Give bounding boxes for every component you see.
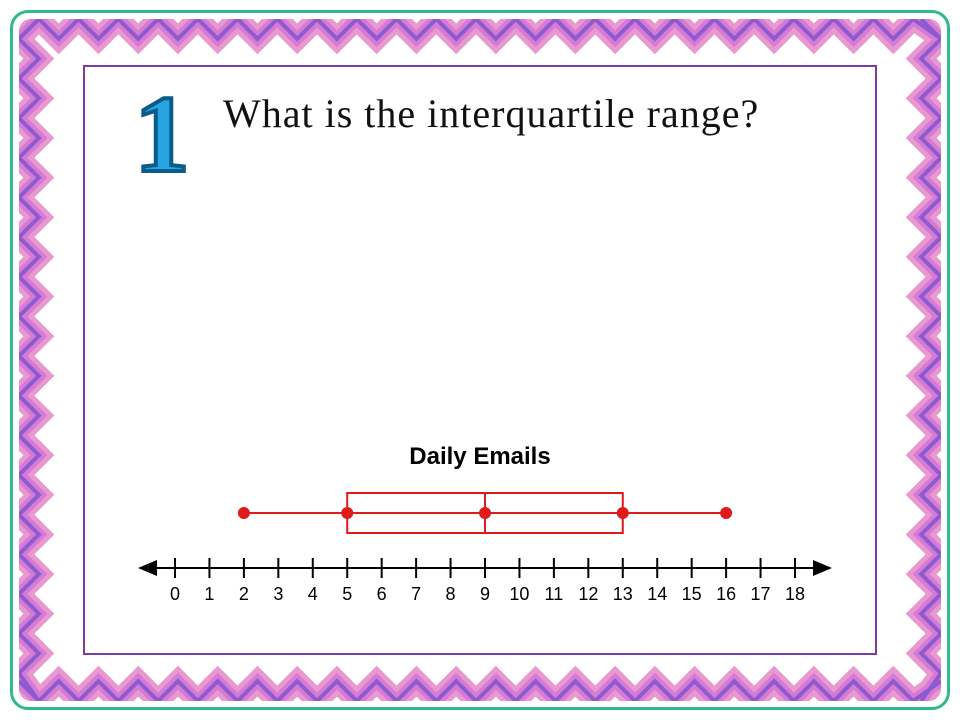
svg-text:4: 4 xyxy=(308,584,318,604)
svg-text:9: 9 xyxy=(480,584,490,604)
svg-text:10: 10 xyxy=(509,584,529,604)
question-row: 1 What is the interquartile range? xyxy=(115,81,855,184)
chart-title: Daily Emails xyxy=(135,443,825,471)
svg-text:12: 12 xyxy=(578,584,598,604)
svg-text:5: 5 xyxy=(342,584,352,604)
svg-text:18: 18 xyxy=(785,584,805,604)
svg-text:0: 0 xyxy=(170,584,180,604)
svg-text:3: 3 xyxy=(273,584,283,604)
svg-text:2: 2 xyxy=(239,584,249,604)
svg-text:15: 15 xyxy=(682,584,702,604)
svg-text:1: 1 xyxy=(204,584,214,604)
svg-text:16: 16 xyxy=(716,584,736,604)
slide-frame: 1 What is the interquartile range? Daily… xyxy=(10,10,950,710)
svg-text:6: 6 xyxy=(377,584,387,604)
svg-text:8: 8 xyxy=(446,584,456,604)
content-panel: 1 What is the interquartile range? Daily… xyxy=(83,65,877,655)
svg-text:17: 17 xyxy=(751,584,771,604)
svg-text:13: 13 xyxy=(613,584,633,604)
boxplot-area: Daily Emails 012345678910111213141516171… xyxy=(135,443,825,643)
svg-text:7: 7 xyxy=(411,584,421,604)
svg-text:14: 14 xyxy=(647,584,667,604)
boxplot-svg: 0123456789101112131415161718 xyxy=(135,473,835,623)
svg-text:11: 11 xyxy=(545,584,564,604)
question-number: 1 xyxy=(115,81,205,184)
question-text: What is the interquartile range? xyxy=(223,81,759,139)
